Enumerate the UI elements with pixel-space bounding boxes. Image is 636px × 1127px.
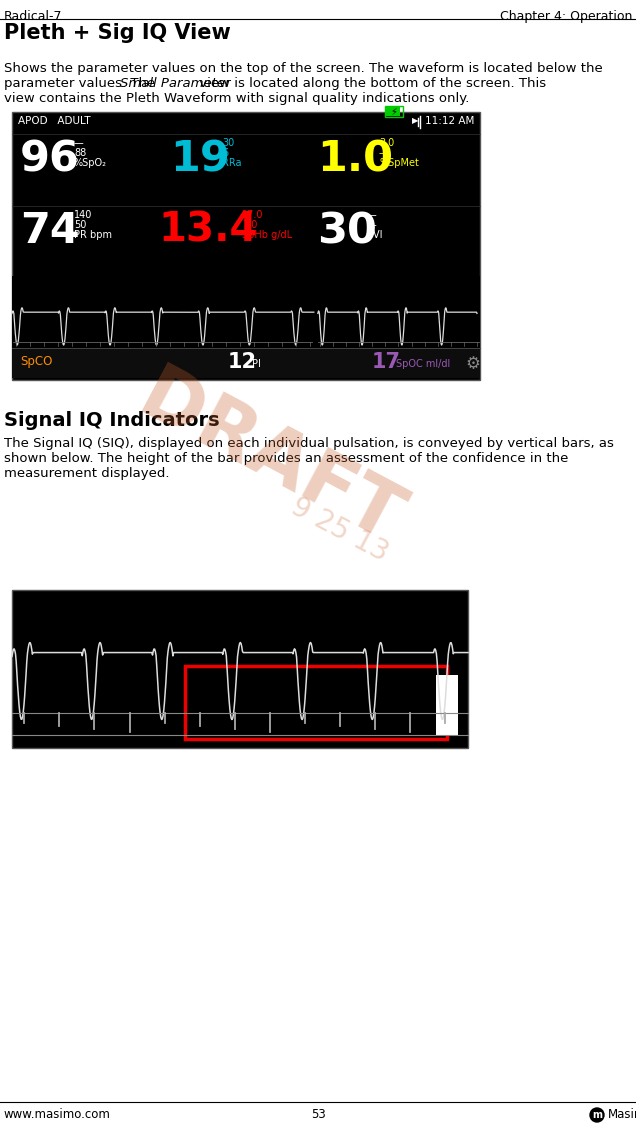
Text: Chapter 4: Operation: Chapter 4: Operation (500, 10, 632, 23)
Text: view contains the Pleth Waveform with signal quality indications only.: view contains the Pleth Waveform with si… (4, 92, 469, 105)
Text: %SpMet: %SpMet (379, 158, 419, 168)
Text: 30: 30 (317, 210, 377, 252)
Text: view is located along the bottom of the screen. This: view is located along the bottom of the … (195, 77, 546, 90)
Bar (185, 666, 448, 738)
Text: —: — (74, 137, 84, 148)
Text: ⚙: ⚙ (465, 355, 480, 373)
Text: m: m (592, 1110, 602, 1120)
Bar (12, 112, 480, 380)
Text: Masimo: Masimo (608, 1108, 636, 1121)
Text: ▶: ▶ (412, 116, 418, 125)
Text: Small Parameter: Small Parameter (120, 77, 231, 90)
Text: PR bpm: PR bpm (74, 230, 112, 240)
Text: 30: 30 (222, 137, 234, 148)
Text: 11:12 AM: 11:12 AM (425, 116, 474, 126)
Bar (313, 276, 318, 348)
Text: ⚡: ⚡ (391, 106, 398, 116)
Circle shape (590, 1108, 604, 1122)
Text: shown below. The height of the bar provides an assessment of the confidence in t: shown below. The height of the bar provi… (4, 452, 569, 465)
Text: 88: 88 (74, 148, 86, 158)
Text: 74: 74 (20, 210, 80, 252)
Bar (12, 348, 480, 378)
Bar (12, 591, 468, 748)
Text: PI: PI (252, 360, 261, 369)
Bar (385, 106, 403, 117)
Text: 7.0: 7.0 (242, 220, 258, 230)
Text: SpCO: SpCO (20, 355, 52, 369)
Text: 6: 6 (222, 148, 228, 158)
Text: 13.4: 13.4 (158, 210, 258, 250)
Text: 50: 50 (74, 220, 86, 230)
Text: SpHb g/dL: SpHb g/dL (242, 230, 292, 240)
Bar (436, 675, 459, 736)
Text: 19: 19 (170, 137, 230, 180)
Text: 12: 12 (228, 352, 257, 372)
Text: 140: 140 (74, 210, 92, 220)
Text: 96: 96 (20, 137, 80, 180)
Text: SpOC ml/dl: SpOC ml/dl (396, 360, 450, 369)
Text: 3.0: 3.0 (379, 137, 394, 148)
Text: 53: 53 (310, 1108, 326, 1121)
Bar (386, 107, 400, 116)
Text: www.masimo.com: www.masimo.com (4, 1108, 111, 1121)
Text: Pleth + Sig IQ View: Pleth + Sig IQ View (4, 23, 231, 43)
Text: 17: 17 (372, 352, 401, 372)
Text: PVI: PVI (367, 230, 382, 240)
Text: DRAFT: DRAFT (127, 361, 413, 560)
Text: Shows the parameter values on the top of the screen. The waveform is located bel: Shows the parameter values on the top of… (4, 62, 603, 76)
Text: —: — (367, 220, 377, 230)
Text: —: — (367, 210, 377, 220)
Text: Radical-7: Radical-7 (4, 10, 62, 23)
Text: RRa: RRa (222, 158, 242, 168)
Text: Signal IQ Indicators: Signal IQ Indicators (4, 411, 219, 431)
Bar (12, 276, 480, 348)
Text: parameter values. The: parameter values. The (4, 77, 160, 90)
Text: APOD   ADULT: APOD ADULT (18, 116, 90, 126)
Text: —: — (379, 148, 389, 158)
Text: measurement displayed.: measurement displayed. (4, 467, 170, 480)
Text: 17.0: 17.0 (242, 210, 263, 220)
Text: %SpO₂: %SpO₂ (74, 158, 107, 168)
Text: 9 25 13: 9 25 13 (287, 492, 394, 567)
Text: The Signal IQ (SIQ), displayed on each individual pulsation, is conveyed by vert: The Signal IQ (SIQ), displayed on each i… (4, 437, 614, 450)
Text: 1.0: 1.0 (317, 137, 393, 180)
